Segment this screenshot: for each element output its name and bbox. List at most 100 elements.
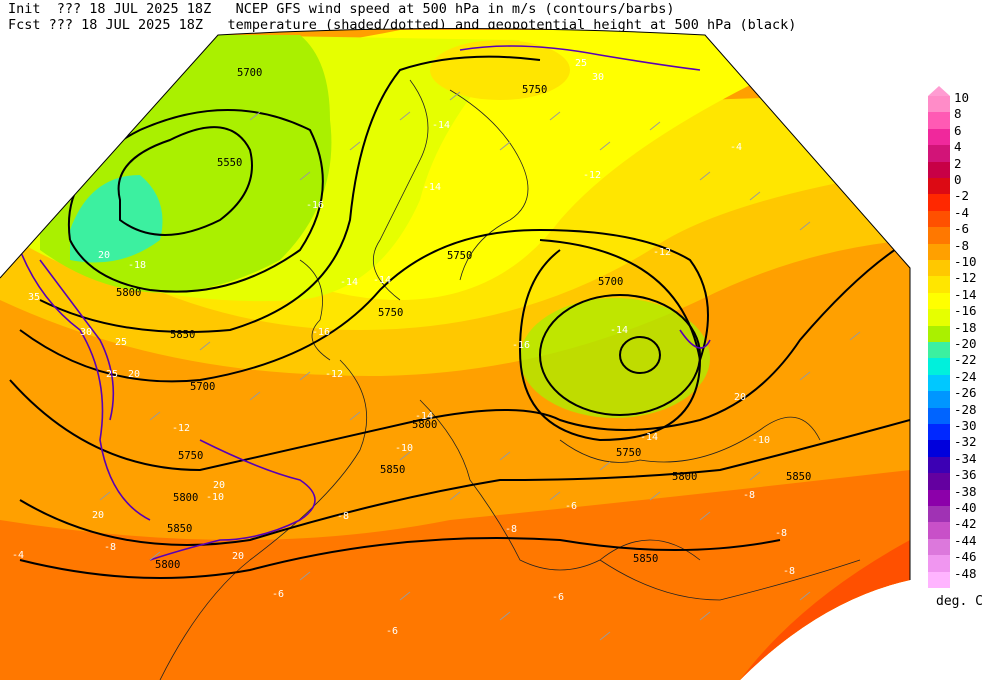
temp-label: -16 [306,200,324,211]
forecast-time-label: Fcst ??? 18 JUL 2025 18Z [8,17,204,33]
legend-top-arrow [928,86,950,96]
wind-contour-20-west [19,249,151,521]
legend-label: -30 [954,418,977,433]
legend-label: -40 [954,500,977,515]
legend-item: -28 [928,402,1000,424]
height-label: 5800 [173,492,198,504]
temp-label-layer: -14 -14 -16 -18 -14 -14 -16 -12 -16 -14 … [12,120,795,637]
temp-label: -14 [373,275,391,286]
temp-label: -6 [386,626,398,637]
color-legend: 10 8 6 4 2 0 -2 -4 -6 -8 -10 -12 -14 -16 -18 -20 -22 -24-… [928,86,1000,588]
legend-swatch [928,178,950,195]
temp-label: -16 [312,327,330,338]
legend-label: 10 [954,90,970,105]
wind-contour-25 [39,259,115,421]
temp-label: -8 [337,511,349,522]
legend-item: -6 [928,221,1000,244]
wind-contour-20-iberia [149,439,316,561]
height-contours [9,55,910,579]
temp-label: -14 [432,120,450,131]
wind-label: 35 [28,292,40,303]
contour-low-outer [518,239,702,442]
temp-label: -4 [730,142,742,153]
legend-label: 2 [954,155,962,171]
legend-swatch [928,96,950,113]
height-label: 5800 [155,559,180,571]
temp-label: -6 [552,592,564,603]
temp-label: -6 [565,501,577,512]
wind-label: 20 [92,510,104,521]
height-label: 5550 [217,157,242,169]
legend-label: -14 [954,286,977,302]
legend-label: -6 [954,221,970,237]
legend-item: -48 [928,566,1000,588]
temp-label: -14 [415,411,433,422]
wind-contours [19,45,711,561]
legend-label: 6 [954,122,962,138]
barb-marks [99,91,861,641]
temp-label: -18 [128,260,146,271]
legend-item: -16 [928,303,1000,326]
temp-label: -12 [325,369,343,380]
legend-label: -4 [954,204,970,220]
legend-item: 8 [928,106,1000,129]
legend-item: -44 [928,533,1000,556]
legend-item: -20 [928,336,1000,359]
legend-swatch [928,407,950,424]
header-line-2: Fcst ??? 18 JUL 2025 18Z temperature (sh… [8,17,796,33]
legend-swatch [928,260,950,277]
legend-label: -36 [954,467,977,483]
coastline-britain [299,259,331,361]
legend-item: -8 [928,238,1000,260]
legend-swatch [928,309,950,326]
legend-item: 2 [928,156,1000,178]
height-label: 5800 [412,419,437,431]
map-field [0,28,910,680]
height-label: 5700 [598,276,623,288]
legend-label: -46 [954,549,977,565]
legend-swatch [928,276,950,293]
legend-label: -44 [954,532,977,548]
legend-swatch [928,194,950,211]
temp-label: -4 [12,550,24,561]
legend-swatch [928,538,950,556]
wind-barbs [99,91,861,641]
legend-units: deg. C [936,594,983,609]
map-border [0,28,911,580]
contour-5700-west [39,55,541,333]
legend-item: 0 [928,172,1000,195]
legend-swatch [928,128,950,146]
legend-swatch [928,325,950,342]
legend-swatch [928,145,950,162]
legend-item: 6 [928,123,1000,146]
legend-item: -24 [928,369,1000,392]
legend-label: 4 [954,139,962,155]
temp-label: -12 [172,423,190,434]
legend-label: 0 [954,172,962,187]
temp-label: -10 [395,443,413,454]
legend-label: -16 [954,303,977,319]
temp-label: -14 [423,182,441,193]
legend-swatch [928,571,950,588]
legend-swatch [928,342,950,359]
height-label: 5850 [380,464,405,476]
contour-5900 [19,537,781,579]
legend-label: -10 [954,254,977,269]
legend-item: -2 [928,188,1000,211]
cold-pool-shade [520,298,710,418]
temp-label: -16 [512,340,530,351]
height-label: 5700 [237,67,262,79]
legend-swatch [928,473,950,490]
height-label: 5700 [190,381,215,393]
legend-label: -38 [954,483,977,499]
coastline-blacksea [559,416,821,463]
legend-swatch [928,243,950,260]
wind-label: 25 [115,337,127,348]
init-time-label: Init ??? 18 JUL 2025 18Z [8,1,212,17]
legend-item: -36 [928,467,1000,490]
wind-label: 20 [128,369,140,380]
legend-label: -32 [954,434,977,450]
legend-swatch [928,391,950,408]
wind-contour-25-north [459,45,701,71]
temp-label: -10 [752,435,770,446]
